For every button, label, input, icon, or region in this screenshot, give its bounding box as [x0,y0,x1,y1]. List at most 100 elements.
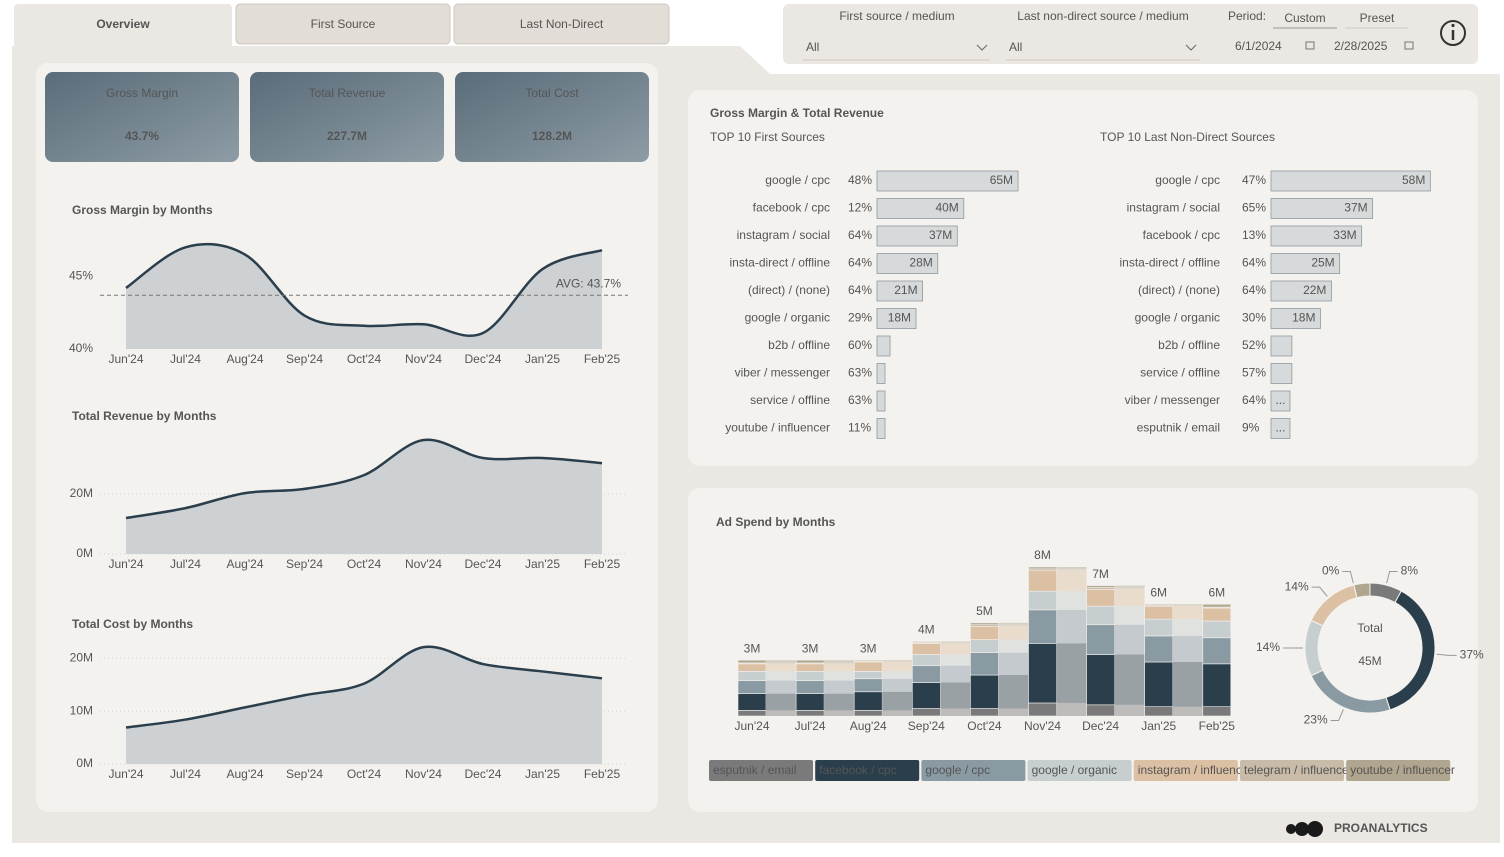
leader-line [1342,570,1354,584]
ribbon [998,622,1029,625]
margin-label: 64% [1242,283,1266,297]
tab[interactable] [453,3,670,45]
source-name: facebook / cpc [753,201,830,215]
tab[interactable] [235,3,451,45]
ribbon [1056,570,1087,592]
ribbon [824,663,855,672]
legend-label[interactable]: google / cpc [925,763,990,777]
stack-segment [1028,570,1057,592]
legend-label[interactable]: esputnik / email [713,763,796,777]
ribbon [940,708,971,716]
ribbon [1056,609,1087,644]
legend-swatch[interactable] [709,760,813,781]
ribbon [1114,654,1145,705]
ribbon [824,693,855,711]
y-tick-label: 0M [76,546,93,560]
legend-label[interactable]: youtube / influencer [1350,763,1455,777]
ribbon [882,691,913,711]
bar-value-label: 22M [1303,283,1326,297]
x-tick-label: Sep'24 [286,557,323,571]
bar-value-label: 58M [1402,173,1425,187]
total-label: 8M [1034,548,1051,562]
total-label: 6M [1208,585,1225,599]
ribbon [766,680,796,694]
ribbon [824,662,855,664]
stack-segment [737,670,767,681]
x-tick-label: Dec'24 [465,767,502,781]
logo-dot [1307,821,1323,837]
sources-panel [688,90,1478,466]
legend-swatch[interactable] [815,760,920,781]
ribbon [998,624,1029,627]
ribbon [940,642,971,644]
bar-value-label: 37M [1344,201,1367,215]
donut-label: 0% [1322,564,1340,578]
ribbon [824,710,855,716]
x-tick-label: Jul'24 [795,719,826,733]
margin-label: 64% [848,228,872,242]
ribbon [766,662,796,664]
tab-label[interactable]: First Source [311,17,376,31]
stack-segment [1086,624,1115,655]
bar [876,253,939,274]
dropdown-chevron[interactable] [1185,44,1197,51]
average-label: AVG: 43.7% [556,276,621,290]
stack-segment [1144,635,1173,663]
legend-label[interactable]: instagram / influencer [1138,763,1253,777]
calendar-icon[interactable] [1305,41,1315,50]
legend-swatch[interactable] [1027,760,1132,781]
tab-label[interactable]: Overview [96,17,150,31]
legend-swatch[interactable] [1346,760,1451,781]
x-tick-label: Sep'24 [286,352,323,366]
stack-segment [970,674,999,709]
period-mode[interactable]: Custom [1284,11,1325,25]
ribbon [998,639,1029,653]
total-label: 3M [744,641,761,655]
tab-label[interactable]: Last Non-Direct [520,17,604,31]
x-tick-label: Dec'24 [465,557,502,571]
margin-label: 64% [1242,393,1266,407]
legend-swatch[interactable] [921,760,1026,781]
bar [1270,170,1431,192]
margin-label: 12% [848,201,872,215]
stack-segment [911,665,941,683]
calendar-icon[interactable] [1404,41,1414,50]
x-tick-label: Sep'24 [286,767,323,781]
stack-segment [1202,603,1232,608]
bar [876,170,1019,192]
legend-swatch[interactable] [1240,760,1344,781]
donut-slice [1353,582,1371,599]
ribbon [1172,635,1203,662]
ribbon [1056,702,1087,716]
margin-label: 47% [1242,173,1266,187]
date-input[interactable]: 6/1/2024 [1235,39,1282,53]
legend-label[interactable]: telegram / influencer [1244,763,1353,777]
tab[interactable] [14,4,232,48]
stack-segment [1144,605,1173,620]
ribbon [940,665,971,683]
legend-label[interactable]: facebook / cpc [819,763,896,777]
source-name: b2b / offline [1158,338,1220,352]
info-icon[interactable] [1440,20,1466,46]
stack-segment [1086,654,1115,706]
legend-swatch[interactable] [1133,760,1238,781]
ribbon [882,661,913,672]
source-name: google / organic [1135,311,1220,325]
ribbon [1114,704,1145,716]
bar-value-label: 40M [935,201,958,215]
margin-label: 60% [848,338,872,352]
donut-center-value: 45M [1358,654,1381,668]
ribbon [1172,606,1203,620]
ribbon [1172,619,1203,636]
total-label: 3M [802,641,819,655]
stack-segment [853,670,883,680]
legend-label[interactable]: google / organic [1032,763,1117,777]
kpi-card [455,72,649,162]
date-input[interactable]: 2/28/2025 [1334,39,1388,53]
period-mode[interactable]: Preset [1360,11,1395,25]
dropdown-chevron[interactable] [976,44,988,51]
bar [876,335,891,357]
total-label: 7M [1092,567,1109,581]
source-name: (direct) / (none) [1138,283,1220,297]
